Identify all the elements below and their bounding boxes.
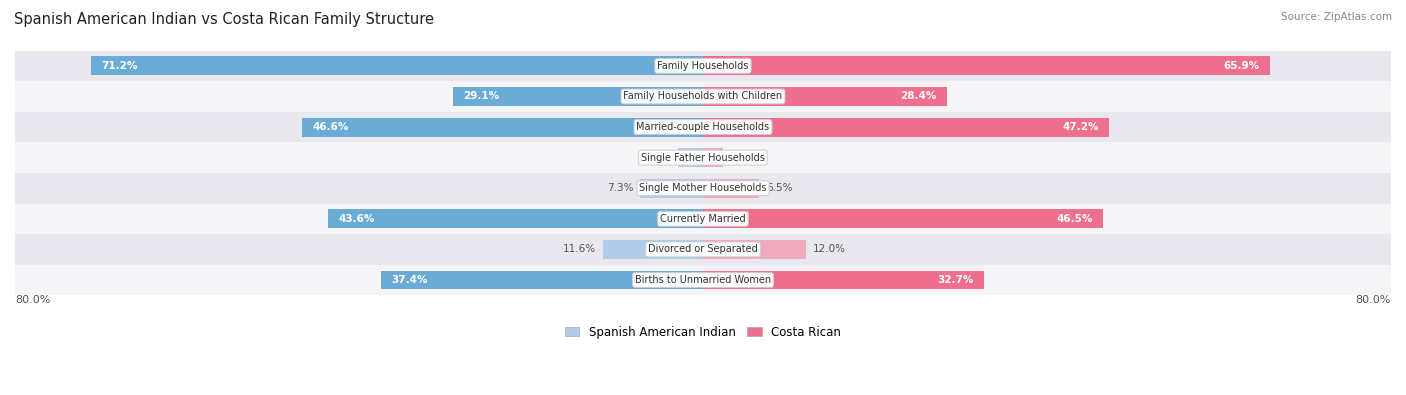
- Bar: [15, 112, 1391, 142]
- Bar: [603, 240, 703, 259]
- Bar: [703, 209, 1102, 228]
- Text: 46.6%: 46.6%: [312, 122, 349, 132]
- Bar: [703, 87, 948, 106]
- Text: 7.3%: 7.3%: [607, 183, 633, 193]
- Bar: [15, 142, 1391, 173]
- Bar: [453, 87, 703, 106]
- Bar: [703, 118, 1109, 137]
- Bar: [703, 148, 723, 167]
- Text: 32.7%: 32.7%: [938, 275, 974, 285]
- Text: 65.9%: 65.9%: [1223, 61, 1260, 71]
- Legend: Spanish American Indian, Costa Rican: Spanish American Indian, Costa Rican: [561, 321, 845, 343]
- Bar: [15, 51, 1391, 81]
- Text: Single Father Households: Single Father Households: [641, 152, 765, 163]
- Text: 47.2%: 47.2%: [1062, 122, 1098, 132]
- Text: 2.9%: 2.9%: [645, 152, 671, 163]
- Text: 12.0%: 12.0%: [813, 245, 846, 254]
- Bar: [15, 81, 1391, 112]
- Bar: [302, 118, 703, 137]
- Bar: [703, 271, 984, 290]
- Text: 6.5%: 6.5%: [766, 183, 792, 193]
- Bar: [678, 148, 703, 167]
- Text: 80.0%: 80.0%: [15, 295, 51, 305]
- Bar: [328, 209, 703, 228]
- Text: Married-couple Households: Married-couple Households: [637, 122, 769, 132]
- Text: Family Households with Children: Family Households with Children: [623, 91, 783, 102]
- Bar: [15, 234, 1391, 265]
- Bar: [15, 173, 1391, 203]
- Text: 28.4%: 28.4%: [901, 91, 936, 102]
- Bar: [703, 56, 1270, 75]
- Bar: [703, 240, 806, 259]
- Bar: [703, 179, 759, 198]
- Text: 11.6%: 11.6%: [564, 245, 596, 254]
- Text: 37.4%: 37.4%: [392, 275, 429, 285]
- Bar: [15, 203, 1391, 234]
- Text: 43.6%: 43.6%: [339, 214, 375, 224]
- Text: Divorced or Separated: Divorced or Separated: [648, 245, 758, 254]
- Text: 80.0%: 80.0%: [1355, 295, 1391, 305]
- Bar: [381, 271, 703, 290]
- Text: Source: ZipAtlas.com: Source: ZipAtlas.com: [1281, 12, 1392, 22]
- Text: Currently Married: Currently Married: [661, 214, 745, 224]
- Text: 29.1%: 29.1%: [463, 91, 499, 102]
- Text: Spanish American Indian vs Costa Rican Family Structure: Spanish American Indian vs Costa Rican F…: [14, 12, 434, 27]
- Text: Single Mother Households: Single Mother Households: [640, 183, 766, 193]
- Bar: [90, 56, 703, 75]
- Bar: [15, 265, 1391, 295]
- Bar: [640, 179, 703, 198]
- Text: 46.5%: 46.5%: [1056, 214, 1092, 224]
- Text: 2.3%: 2.3%: [730, 152, 756, 163]
- Text: Births to Unmarried Women: Births to Unmarried Women: [636, 275, 770, 285]
- Text: 71.2%: 71.2%: [101, 61, 138, 71]
- Text: Family Households: Family Households: [658, 61, 748, 71]
